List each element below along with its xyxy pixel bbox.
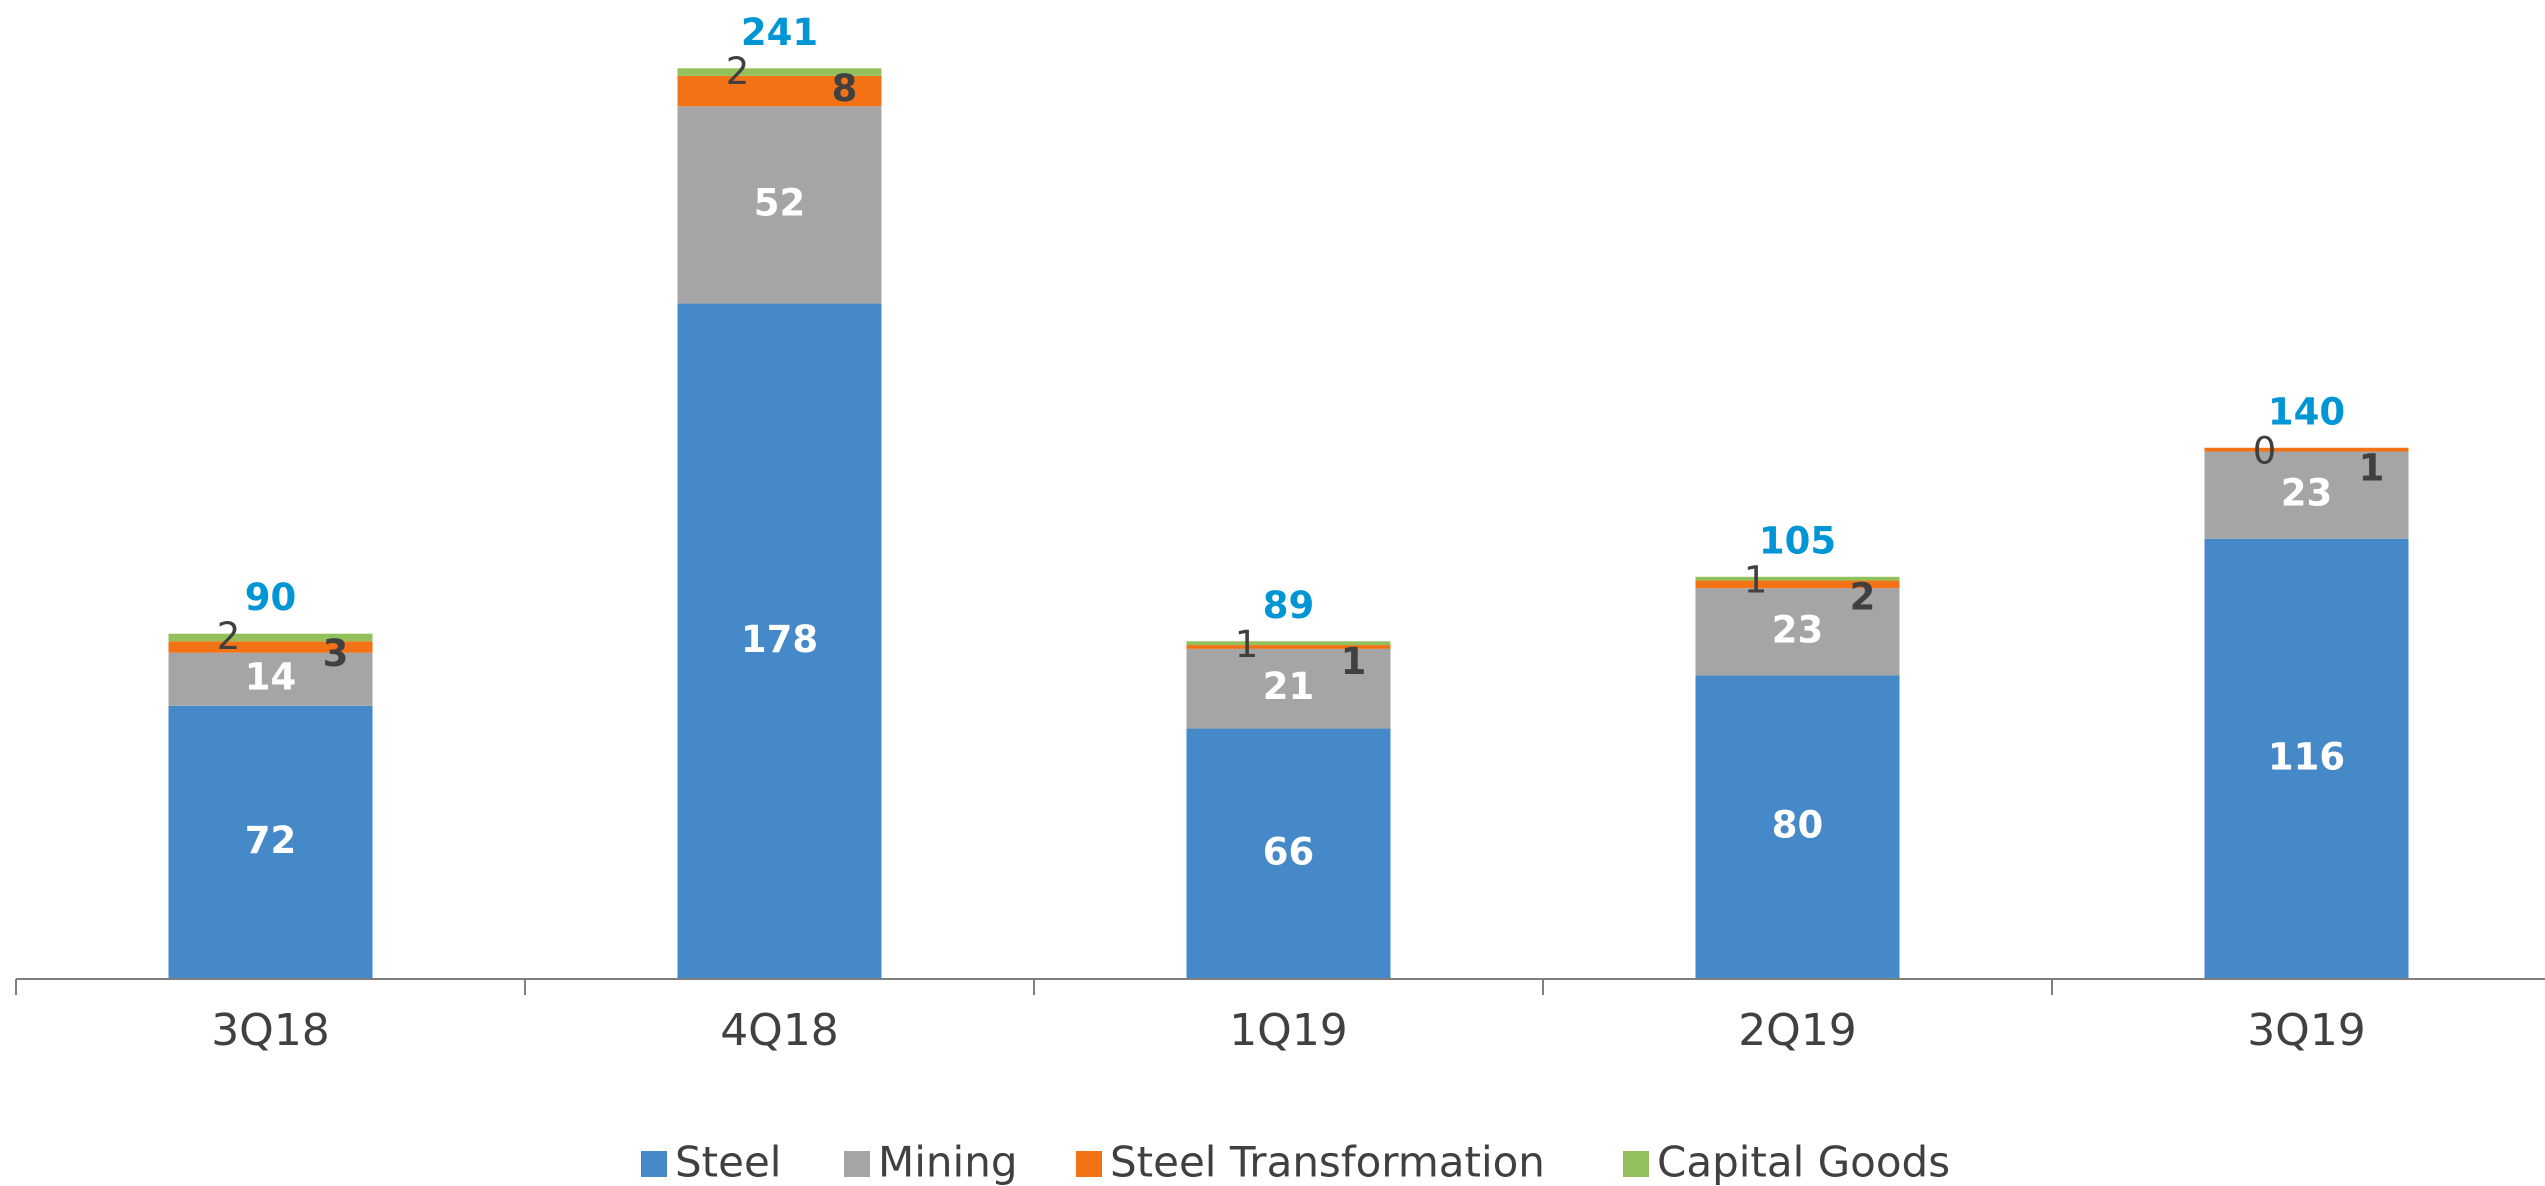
total-label: 105: [1759, 519, 1836, 562]
value-label: 80: [1772, 804, 1824, 847]
legend-label: Steel Transformation: [1110, 1138, 1545, 1186]
value-label: 2: [726, 50, 750, 93]
value-label: 1: [2359, 446, 2385, 489]
value-label: 14: [245, 656, 297, 699]
value-label: 0: [2253, 429, 2277, 472]
x-tick-label: 2Q19: [1738, 1005, 1857, 1056]
x-tick-label: 1Q19: [1229, 1005, 1348, 1056]
bar-segment: [2204, 451, 2409, 539]
value-label: 52: [754, 181, 806, 224]
x-tick-label: 3Q18: [211, 1005, 330, 1056]
legend-label: Mining: [878, 1138, 1017, 1186]
value-label: 2: [217, 615, 241, 658]
legend-swatch: [1623, 1151, 1649, 1177]
value-label: 1: [1744, 558, 1768, 601]
bar-segment: [677, 106, 882, 304]
total-label: 89: [1263, 584, 1315, 627]
value-label: 116: [2268, 735, 2345, 778]
value-label: 66: [1263, 830, 1315, 873]
value-label: 1: [1341, 640, 1367, 683]
bar-segment: [2204, 447, 2409, 452]
bar-segment: [677, 303, 882, 979]
legend-label: Steel: [675, 1138, 781, 1186]
total-label: 140: [2268, 390, 2345, 433]
value-label: 3: [323, 632, 349, 675]
bar-segment: [677, 75, 882, 107]
bar-segment: [1186, 648, 1391, 729]
legend-swatch: [641, 1151, 667, 1177]
total-label: 90: [245, 576, 297, 619]
value-label: 1: [1235, 623, 1259, 666]
bar-segment: [1695, 580, 1900, 589]
value-label: 72: [245, 819, 297, 862]
value-label: 23: [2281, 472, 2333, 515]
bar-segment: [1186, 728, 1391, 979]
bar-segment: [1695, 576, 1900, 581]
bar-segment: [1186, 645, 1391, 649]
bar-segment: [168, 641, 373, 653]
bar-segment: [1186, 641, 1391, 646]
bar-segment: [2204, 538, 2409, 979]
legend-label: Capital Goods: [1657, 1138, 1950, 1186]
bar-segment: [677, 68, 882, 76]
bar-segment: [168, 633, 373, 642]
legend-swatch: [1076, 1151, 1102, 1177]
x-tick-label: 4Q18: [720, 1005, 839, 1056]
x-tick-label: 3Q19: [2247, 1005, 2366, 1056]
value-label: 2: [1850, 575, 1876, 618]
value-label: 21: [1263, 665, 1315, 708]
legend-swatch: [844, 1151, 870, 1177]
bar-segment: [168, 652, 373, 706]
value-label: 178: [741, 618, 818, 661]
value-label: 23: [1772, 608, 1824, 651]
bar-segment: [1695, 675, 1900, 979]
bar-segment: [1695, 588, 1900, 676]
value-label: 8: [832, 67, 858, 110]
total-label: 241: [741, 11, 818, 54]
bar-segment: [168, 705, 373, 979]
